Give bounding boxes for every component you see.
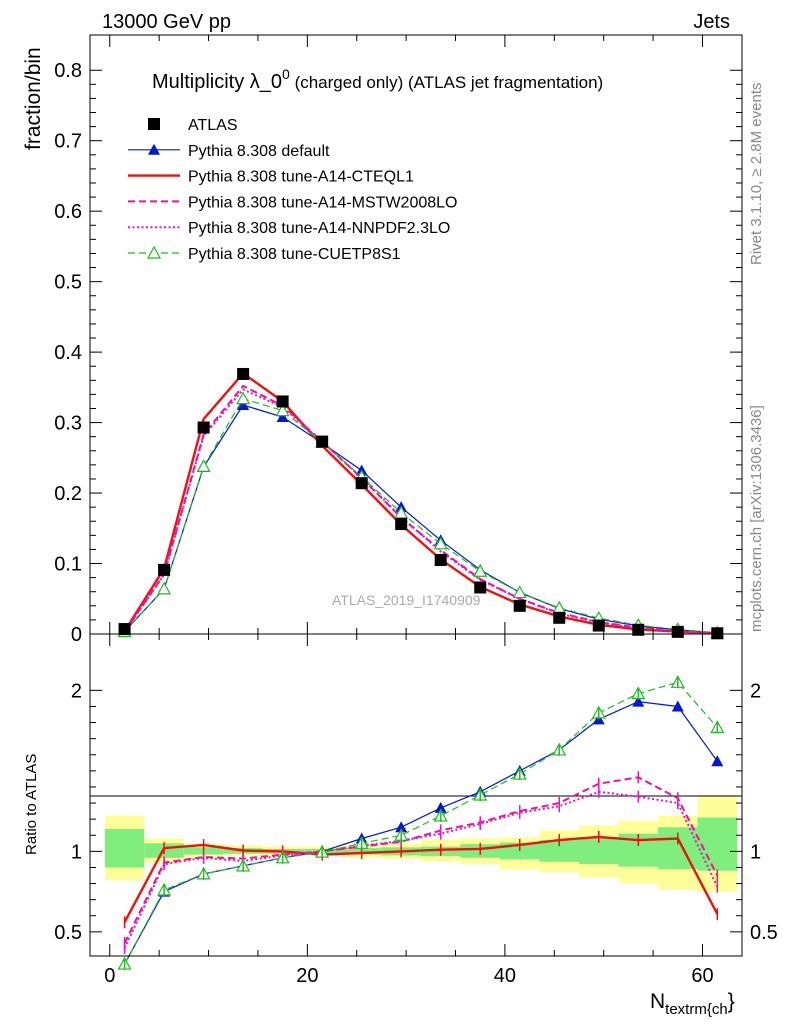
ratio-ytick-label-right: 2 [750,680,761,702]
ratio-ylabel: Ratio to ATLAS [23,754,40,855]
x-axis-label-main: N [650,990,665,1013]
main-ytick-label: 0.2 [54,483,82,505]
main-series-marker [512,585,527,599]
legend: ATLAS Pythia 8.308 default Pythia 8.308 tu… [128,117,457,263]
main-y-ticks: 0 0.1 0.2 0.3 0.4 0.5 0.6 0.7 0.8 [54,60,742,646]
main-series-marker [433,536,448,550]
main-series-line [124,397,718,634]
x-tick-label: 60 [691,965,713,987]
atlas-data-point [513,599,526,612]
ratio-series-marker [434,801,447,813]
atlas-data-point [237,367,250,380]
ratio-ytick-label-right: 0.5 [750,922,778,944]
main-series-layer [117,367,725,640]
atlas-data-point [355,477,368,490]
watermark: ATLAS_2019_I1740909 [332,592,481,608]
atlas-data-point [711,627,724,640]
atlas-data-point [118,623,131,636]
ratio-plot-panel: 0.5 0.5 1 1 2 2 0 20 40 60 Ratio to ATLAS Ntextr… [23,633,778,1018]
atlas-data-point [632,623,645,636]
atlas-data-point [474,581,487,594]
main-series-marker [236,391,251,405]
x-tick-label: 40 [494,965,516,987]
main-series-marker [196,459,211,472]
main-series-line [123,388,718,635]
legend-marker [148,118,160,130]
x-tick-label: 0 [104,965,115,987]
plot-title: Multiplicity λ_00 (charged only) (ATLAS … [152,66,603,93]
main-ytick-label: 0.1 [54,554,82,576]
atlas-data-point [671,625,684,638]
main-ytick-label: 0 [71,624,82,646]
plot-title-sup: 0 [282,66,290,82]
ratio-series-marker [395,821,408,833]
ratio-band-1sigma [539,840,579,862]
main-ylabel: fraction/bin [22,47,45,150]
x-tick-label: 20 [296,965,318,987]
ratio-band-1sigma [183,847,224,855]
legend-marker [148,143,160,155]
legend-label: Pythia 8.308 tune-A14-CTEQL1 [188,169,414,186]
ratio-series-line [123,835,719,923]
atlas-data-point [592,619,605,632]
legend-label: Pythia 8.308 tune-A14-MSTW2008LO [188,194,457,211]
ratio-ytick-label: 0.5 [54,922,82,944]
legend-marker [146,245,162,259]
main-series-line [123,371,718,635]
ratio-x-ticks: 0 20 40 60 [104,634,714,987]
main-ytick-label: 0.8 [54,60,82,82]
atlas-data-point [197,421,210,434]
mcplots-label: mcplots.cern.ch [arXiv:1306.3436] [748,405,765,632]
main-series-marker [394,505,409,519]
main-series-line [124,404,718,634]
atlas-data-point [434,554,447,567]
ratio-ytick-label-right: 1 [750,841,761,863]
main-series-marker [275,403,290,417]
main-series-marker [276,410,289,422]
atlas-data-point [553,611,566,624]
x-axis-label: Ntextrm{ch} [650,990,735,1018]
legend-label: Pythia 8.308 tune-CUETP8S1 [188,246,401,263]
ratio-band-1sigma [697,817,738,871]
main-series-marker [237,398,250,410]
header-jets: Jets [693,11,730,33]
ratio-ytick-label: 1 [71,841,82,863]
plot-title-rest: (charged only) (ATLAS jet fragmentation) [290,73,603,92]
main-plot-panel: ATLAS_2019_I1740909 00.10.20.30.40.50.60… [22,34,743,646]
ratio-frame [89,633,743,957]
ratio-series-marker [671,700,684,712]
main-ytick-label: 0.4 [54,342,82,364]
main-ytick-label: 0.7 [54,131,82,153]
legend-label: Pythia 8.308 tune-A14-NNPDF2.3LO [188,220,450,237]
ratio-series-marker [711,755,724,767]
main-x-ticks [109,35,703,634]
atlas-data-point [395,518,408,531]
ratio-series-marker [632,695,645,707]
main-series-marker [473,564,488,577]
header-energy: 13000 GeV pp [102,11,231,33]
main-ytick-label: 0.5 [54,272,82,294]
main-ytick-label: 0.6 [54,201,82,223]
legend-label: Pythia 8.308 default [188,143,330,160]
ratio-ytick-label: 2 [71,680,82,702]
atlas-data-point [316,435,329,448]
atlas-data-point [158,563,171,576]
ratio-series-line [124,681,718,965]
atlas-data-point [276,395,289,408]
ratio-series-line [123,776,719,944]
legend-label: ATLAS [188,117,238,134]
x-axis-label-tail: } [728,990,735,1013]
plot-title-main: Multiplicity λ_0 [152,71,282,93]
rivet-label: Rivet 3.1.10, ≥ 2.8M events [748,83,765,266]
ratio-y-ticks: 0.5 0.5 1 1 2 2 [54,680,778,944]
main-series-marker [157,581,172,595]
x-axis-label-sub: textrm{ch [665,1001,728,1018]
main-ytick-label: 0.3 [54,413,82,435]
ratio-band-1sigma [104,828,145,868]
ratio-series-layer [117,675,725,971]
ratio-series-line [123,790,719,949]
